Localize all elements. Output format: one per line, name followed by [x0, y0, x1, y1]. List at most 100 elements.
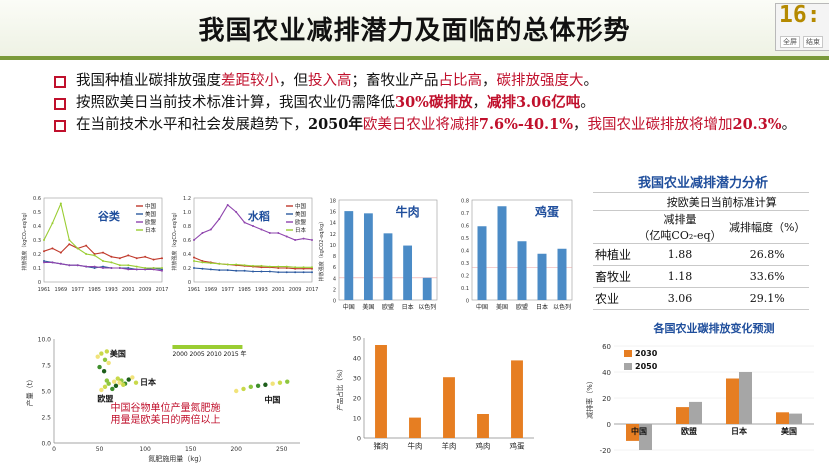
data-point	[85, 265, 88, 268]
data-point	[285, 235, 288, 238]
title-divider	[0, 56, 829, 60]
y-axis-label: 产量（t）	[25, 376, 34, 407]
y-tick-label: 40	[353, 355, 361, 363]
data-point	[252, 225, 254, 227]
y-tick-label: 0	[466, 299, 469, 305]
bullet-item: 在当前技术水平和社会发展趋势下，2050年欧美日农业将减排7.6%-40.1%，…	[54, 114, 824, 136]
chart-country-forecast: 各国农业碳排放变化预测 -20 0 20 40 60 中国 欧盟 日本 美国 减排率（%） 2030 2…	[585, 321, 814, 455]
data-point	[133, 380, 139, 385]
x-tick-label: 100	[139, 446, 151, 453]
row-label: 种植业	[593, 243, 635, 266]
bar	[403, 245, 413, 300]
chart-nitrogen-scatter: 0.0 2.5 5.0 7.5 10.0 0 50 100 150 200 250 氮肥施用量（kg）…	[25, 337, 300, 463]
data-point	[43, 261, 45, 264]
bullet-text: 碳排放强度大	[496, 73, 584, 89]
year-label: 年	[240, 350, 246, 358]
data-point	[59, 251, 62, 254]
bar	[477, 414, 489, 438]
data-point	[102, 267, 104, 269]
bullet-text: 欧美日农业将减排	[362, 117, 479, 133]
legend-label: 美国	[145, 210, 157, 218]
bullet-text: ，	[482, 73, 497, 89]
y-tick-label: 18	[330, 199, 336, 205]
row-label: 农业	[593, 287, 635, 310]
y-axis-label: 排放强度（kgCO2-eq/kg）	[318, 219, 325, 282]
x-tick-label: 中国	[631, 426, 647, 436]
data-point	[277, 380, 283, 385]
bar	[639, 424, 652, 450]
annotation-text: 中国谷物单位产量氮肥施	[110, 401, 220, 414]
y-tick-label: 12	[330, 232, 336, 238]
bullet-list: 我国种植业碳排放强度差距较小，但投入高；畜牧业产品占比高，碳排放强度大。 按照欧美…	[54, 70, 824, 136]
data-point	[302, 267, 305, 270]
x-tick-label: 2001	[122, 287, 135, 293]
data-point	[68, 264, 71, 267]
fullscreen-button[interactable]: 全屏	[780, 36, 800, 48]
year-gradient-bar	[172, 345, 243, 349]
data-point	[252, 264, 254, 267]
data-point	[102, 251, 104, 254]
x-tick-label: 鸡蛋	[510, 441, 525, 451]
point-label: 美国	[110, 349, 126, 359]
bullet-text: 按照欧美日当前技术标准计算，我国农业仍需降低	[76, 95, 395, 111]
data-point	[277, 232, 280, 234]
data-point	[99, 387, 104, 393]
data-point	[43, 239, 45, 241]
bar	[537, 253, 547, 300]
end-button[interactable]: 结束	[803, 36, 823, 48]
data-point	[209, 228, 212, 231]
y-tick-label: 0	[38, 280, 41, 286]
data-point	[115, 376, 120, 381]
bullet-text: ，	[572, 117, 588, 133]
y-tick-label: 30	[353, 375, 361, 383]
data-point	[93, 254, 96, 257]
legend-label: 欧盟	[295, 218, 307, 226]
x-tick-label: 1985	[88, 287, 101, 293]
data-point	[59, 262, 62, 265]
y-tick-label: 0	[357, 435, 361, 443]
y-tick-label: 14	[330, 221, 336, 227]
y-tick-label: -20	[600, 447, 611, 455]
data-point	[161, 269, 163, 272]
x-tick-label: 欧盟	[681, 426, 697, 436]
bullet-marker	[54, 76, 66, 88]
data-point	[113, 383, 119, 388]
data-point	[226, 204, 229, 206]
y-axis-label: 产品占比（%）	[335, 365, 344, 410]
data-point	[76, 247, 79, 250]
chart-product-share: 0 10 20 30 40 50 猪肉 牛肉 羊肉 鸡肉 鸡蛋 产品占比（%）	[335, 335, 534, 451]
data-point	[161, 267, 163, 269]
data-point	[135, 268, 138, 271]
y-tick-label: 0.8	[183, 224, 191, 230]
y-tick-label: 7.5	[41, 363, 51, 370]
y-tick-label: 16	[330, 210, 336, 216]
x-tick-label: 1977	[221, 287, 234, 293]
y-tick-label: 0.3	[33, 238, 41, 244]
y-tick-label: 0	[607, 421, 611, 429]
data-point	[201, 232, 204, 234]
data-point	[104, 378, 110, 383]
x-tick-label: 1993	[105, 287, 118, 293]
x-tick-label: 250	[276, 446, 288, 453]
data-point	[121, 382, 126, 387]
x-tick-label: 1993	[255, 287, 268, 293]
bullet-marker	[54, 120, 66, 132]
data-point	[277, 271, 280, 274]
data-point	[93, 265, 96, 268]
data-point	[285, 271, 288, 274]
data-point	[193, 256, 195, 259]
data-point	[110, 386, 115, 392]
y-tick-label: 0.2	[183, 266, 191, 272]
data-point	[285, 267, 288, 269]
data-point	[59, 202, 62, 205]
legend-label: 2050	[635, 362, 658, 371]
x-tick-label: 欧盟	[382, 303, 394, 311]
data-point	[248, 384, 253, 390]
data-point	[135, 265, 138, 268]
bullet-text: 2050年	[308, 116, 363, 133]
data-point	[144, 255, 147, 258]
row-label: 畜牧业	[593, 265, 635, 288]
x-tick-label: 2009	[139, 287, 152, 293]
bar	[497, 206, 507, 300]
slide-timer: 16: 全屏 结束	[775, 2, 829, 51]
